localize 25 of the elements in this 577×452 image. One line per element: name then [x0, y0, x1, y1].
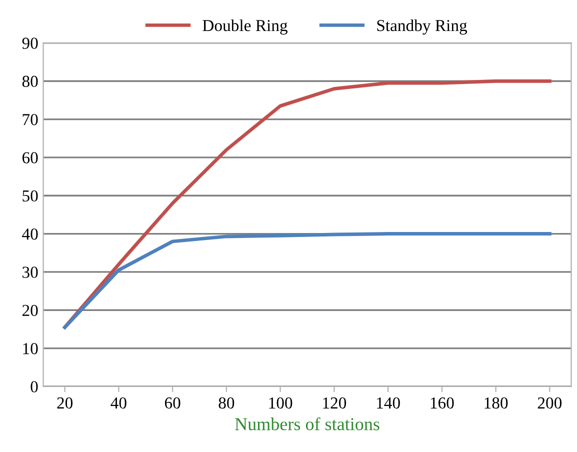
legend-label: Double Ring	[202, 19, 288, 35]
x-tick-label: 60	[164, 397, 180, 409]
x-tick-label: 180	[484, 397, 508, 409]
legend-label: Standby Ring	[377, 19, 468, 35]
x-tick-label: 140	[377, 397, 400, 409]
y-tick-label: 20	[22, 304, 38, 316]
line-series	[63, 232, 552, 330]
y-tick-label: 40	[22, 228, 38, 240]
y-tick-label: 10	[23, 342, 38, 354]
x-tick-label: 100	[269, 397, 292, 409]
line-series	[63, 79, 552, 330]
x-tick-label: 80	[218, 397, 234, 409]
x-tick-label: 160	[430, 397, 454, 409]
x-tick-label: 200	[538, 397, 562, 409]
y-tick-label: 70	[22, 114, 38, 126]
y-tick-label: 80	[22, 76, 38, 88]
y-tick-label: 60	[22, 152, 38, 164]
x-tick-label: 120	[323, 397, 346, 409]
y-tick-label: 50	[22, 190, 38, 202]
y-tick-label: 90	[22, 38, 38, 49]
x-tick-label: 40	[110, 397, 126, 409]
y-tick-label: 30	[22, 266, 38, 278]
y-tick-label: 0	[30, 381, 38, 392]
x-axis-title: Numbers of stations	[235, 417, 380, 430]
x-tick-label: 20	[57, 397, 73, 409]
